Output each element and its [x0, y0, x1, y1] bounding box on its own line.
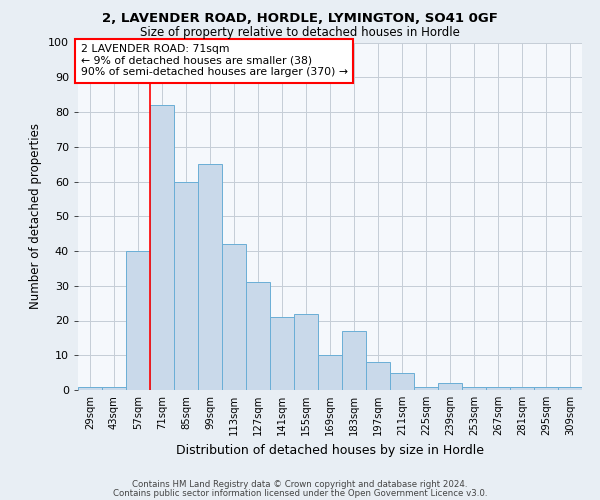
Bar: [150, 105, 174, 390]
Y-axis label: Number of detached properties: Number of detached properties: [29, 123, 43, 309]
Bar: [534, 386, 558, 390]
Text: 2, LAVENDER ROAD, HORDLE, LYMINGTON, SO41 0GF: 2, LAVENDER ROAD, HORDLE, LYMINGTON, SO4…: [102, 12, 498, 26]
Bar: [270, 317, 294, 390]
Bar: [414, 386, 438, 390]
Bar: [318, 355, 342, 390]
Text: Size of property relative to detached houses in Hordle: Size of property relative to detached ho…: [140, 26, 460, 39]
Bar: [438, 383, 462, 390]
X-axis label: Distribution of detached houses by size in Hordle: Distribution of detached houses by size …: [176, 444, 484, 456]
Bar: [174, 182, 198, 390]
Bar: [198, 164, 222, 390]
Bar: [462, 386, 486, 390]
Bar: [342, 331, 366, 390]
Bar: [246, 282, 270, 390]
Text: 2 LAVENDER ROAD: 71sqm
← 9% of detached houses are smaller (38)
90% of semi-deta: 2 LAVENDER ROAD: 71sqm ← 9% of detached …: [80, 44, 347, 78]
Bar: [294, 314, 318, 390]
Bar: [126, 251, 150, 390]
Bar: [102, 386, 126, 390]
Bar: [390, 372, 414, 390]
Bar: [510, 386, 534, 390]
Text: Contains public sector information licensed under the Open Government Licence v3: Contains public sector information licen…: [113, 488, 487, 498]
Text: Contains HM Land Registry data © Crown copyright and database right 2024.: Contains HM Land Registry data © Crown c…: [132, 480, 468, 489]
Bar: [222, 244, 246, 390]
Bar: [558, 386, 582, 390]
Bar: [366, 362, 390, 390]
Bar: [78, 386, 102, 390]
Bar: [486, 386, 510, 390]
